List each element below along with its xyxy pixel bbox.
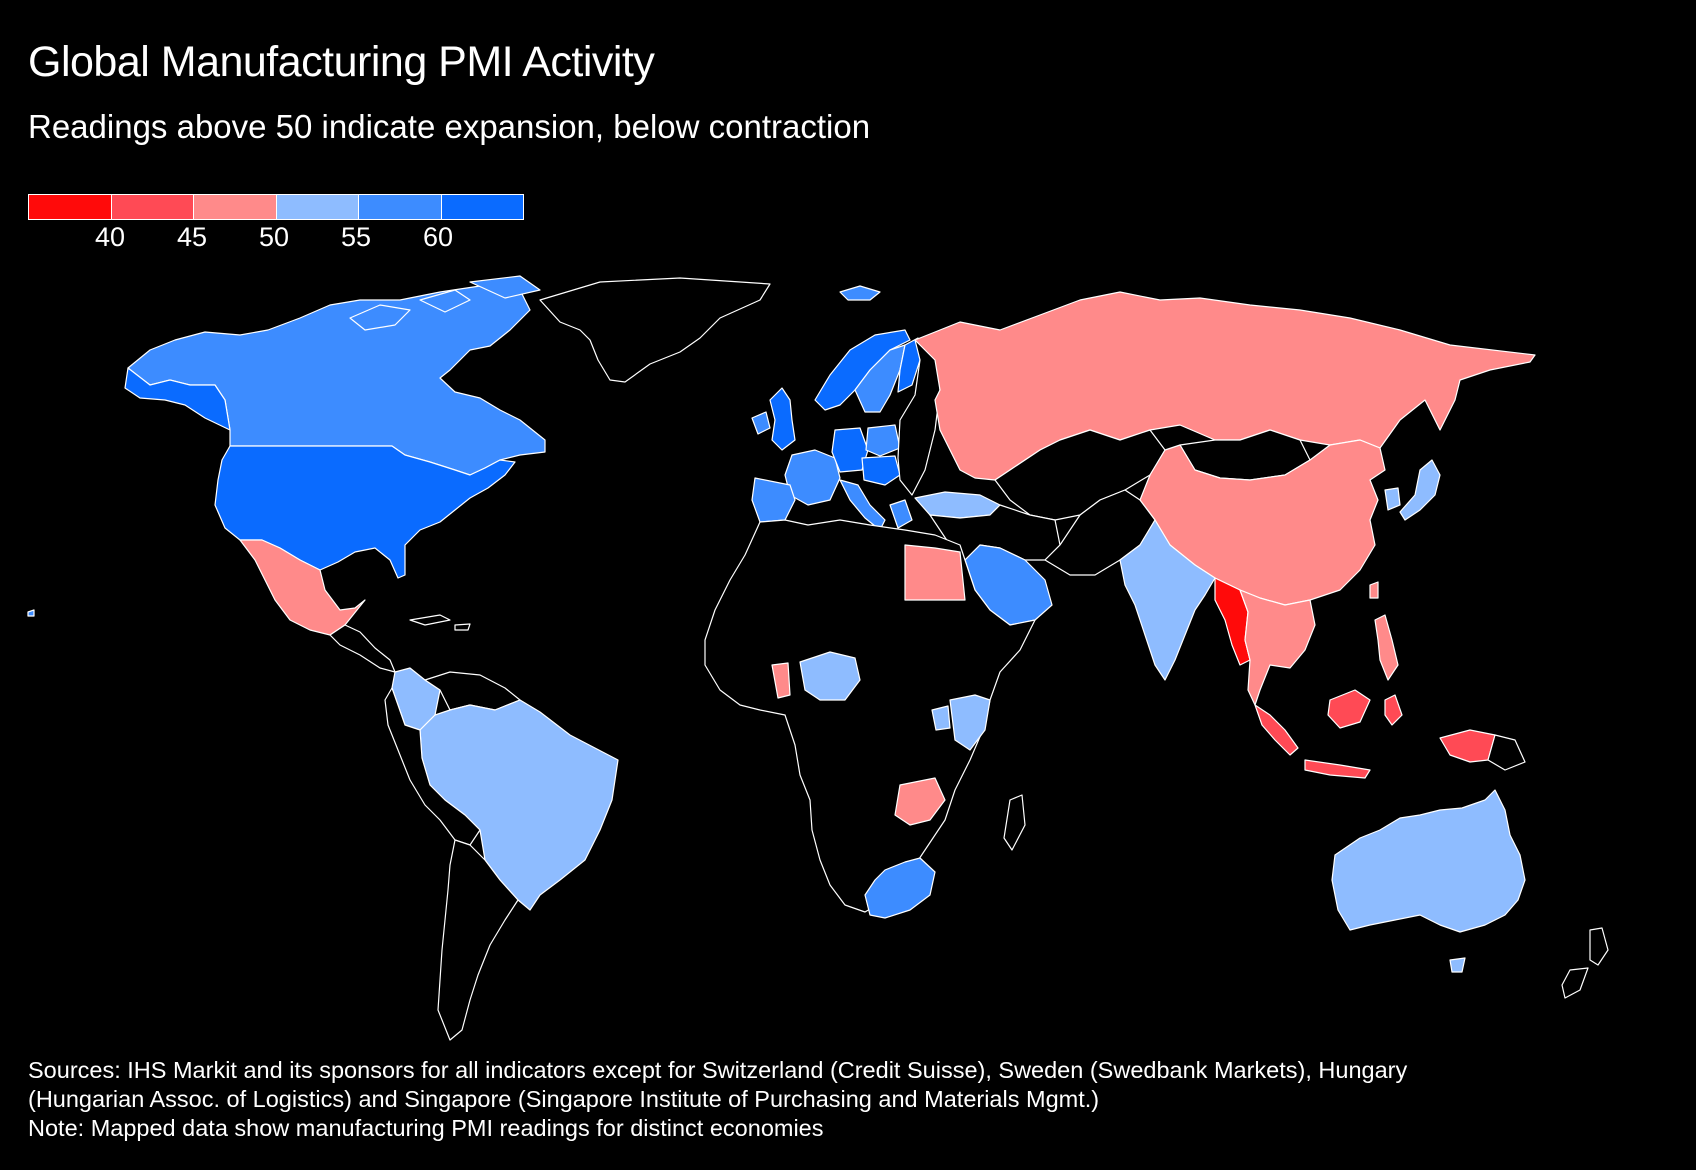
region-southeast-asia [1239,589,1316,706]
legend-swatch-55-60 [359,195,442,219]
region-zambia [894,777,946,826]
region-kenya [949,694,991,751]
chart-title: Global Manufacturing PMI Activity [28,38,655,86]
legend-swatch-45-50 [194,195,277,219]
region-alaska [124,367,231,431]
region-caribbean [409,614,471,631]
region-hawaii [27,609,35,617]
region-iceland [839,285,881,301]
legend-tick-label: 40 [94,222,126,252]
sources-line-1: Sources: IHS Markit and its sponsors for… [28,1057,1408,1083]
region-central-america [329,624,396,673]
legend-tick-label: 50 [258,222,290,252]
region-central-europe [861,455,901,486]
legend-tick-label: 55 [340,222,372,252]
legend-swatch-50-55 [276,195,359,219]
world-map-svg [27,275,1609,1041]
legend-swatch-40-45 [111,195,194,219]
region-madagascar [1003,794,1026,851]
region-new-zealand [1561,927,1609,999]
region-australia [1331,789,1526,933]
legend-tick-label: 45 [176,222,208,252]
sources-line-2: (Hungarian Assoc. of Logistics) and Sing… [28,1086,1100,1112]
region-philippines [1374,614,1399,681]
region-canada-arctic-islands [349,275,541,331]
region-taiwan [1369,581,1379,599]
region-italy [839,479,886,531]
region-norway [814,329,911,411]
region-mexico [239,539,366,636]
region-south-africa [864,857,936,919]
region-andes [384,687,481,846]
region-poland [865,424,901,457]
region-nigeria [799,651,861,701]
region-southern-cone [437,839,519,1041]
region-greenland [539,277,771,383]
chart-footer: Sources: IHS Markit and its sponsors for… [28,1056,1668,1143]
footer-note: Note: Mapped data show manufacturing PMI… [28,1115,824,1141]
region-egypt [904,544,966,601]
region-uganda [931,705,951,731]
region-finland [897,337,921,393]
legend-tick-label: 60 [422,222,454,252]
legend-swatch-below-40 [29,195,112,219]
region-ghana [771,662,791,699]
region-ireland [751,411,771,435]
region-malaysia [1327,689,1371,729]
color-legend: 40 45 50 55 60 [28,194,524,254]
legend-bar [28,194,524,220]
world-map [0,270,1696,1050]
legend-swatch-above-60 [441,195,523,219]
region-africa [704,519,1036,913]
region-india [1119,519,1216,681]
region-south-korea [1384,487,1401,511]
region-france [784,449,841,506]
region-canada [127,285,546,476]
region-japan [1399,459,1441,521]
region-greece [889,499,913,529]
region-germany [831,427,869,473]
region-papua-new-guinea [1487,734,1526,771]
chart-subtitle: Readings above 50 indicate expansion, be… [28,108,871,145]
region-turkey [914,491,1001,519]
region-tasmania [1449,957,1466,973]
region-spain [751,477,796,523]
region-united-kingdom [769,387,796,451]
region-indonesia [1254,694,1496,779]
